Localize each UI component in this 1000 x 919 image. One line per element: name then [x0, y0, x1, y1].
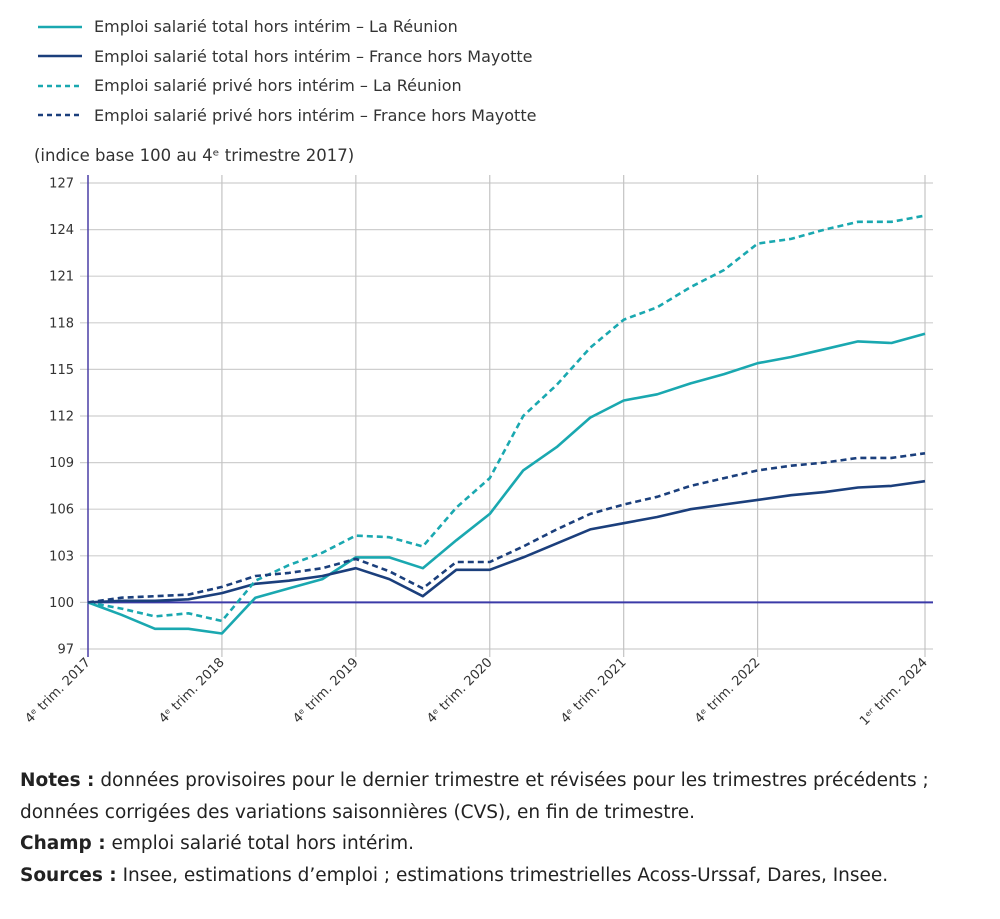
legend-label: Emploi salarié total hors intérim – La R…: [94, 17, 458, 37]
legend-line-solid-navy: [38, 55, 82, 58]
champ-text: emploi salarié total hors intérim.: [105, 833, 415, 854]
sources-paragraph: Sources : Insee, estimations d’emploi ; …: [20, 860, 990, 892]
notes-text: données provisoires pour le dernier trim…: [20, 770, 929, 823]
y-tick-label: 121: [49, 270, 74, 285]
y-tick-label: 127: [49, 177, 74, 192]
y-tick-label: 124: [49, 223, 74, 238]
legend-line-solid-teal: [38, 25, 82, 28]
series-line-1: [87, 479, 926, 604]
x-tick-label: 1ᵉʳ trim. 2024: [857, 655, 931, 729]
legend-item: Emploi salarié total hors intérim – La R…: [38, 12, 536, 42]
champ-label: Champ :: [20, 833, 106, 854]
y-tick-label: 112: [49, 410, 74, 425]
series-line-2: [87, 214, 926, 623]
series-line-3: [87, 452, 926, 604]
x-tick-label: 4ᵉ trim. 2020: [424, 655, 495, 726]
y-tick-label: 118: [49, 316, 74, 331]
legend-line-dashed-navy: [38, 114, 82, 117]
x-tick-label: 4ᵉ trim. 2019: [290, 655, 361, 726]
x-tick-label: 4ᵉ trim. 2018: [156, 655, 227, 726]
legend-label: Emploi salarié privé hors intérim – La R…: [94, 76, 462, 96]
y-tick-label: 106: [49, 503, 74, 518]
notes-label: Notes :: [20, 770, 95, 791]
notes-paragraph: Notes : données provisoires pour le dern…: [20, 765, 990, 828]
x-tick-label: 4ᵉ trim. 2022: [692, 655, 763, 726]
legend-label: Emploi salarié total hors intérim – Fran…: [94, 46, 533, 66]
legend-item: Emploi salarié total hors intérim – Fran…: [38, 42, 536, 72]
sources-label: Sources :: [20, 864, 117, 886]
y-tick-label: 115: [49, 363, 74, 378]
chart-notes: Notes : données provisoires pour le dern…: [20, 765, 990, 891]
sources-text: Insee, estimations d’emploi ; estimation…: [116, 864, 889, 886]
chart-legend: Emploi salarié total hors intérim – La R…: [38, 12, 536, 130]
x-tick-label: 4ᵉ trim. 2017: [22, 655, 93, 726]
y-tick-label: 109: [49, 456, 74, 471]
legend-item: Emploi salarié privé hors intérim – La R…: [38, 71, 536, 101]
x-tick-label: 4ᵉ trim. 2021: [558, 655, 629, 726]
champ-paragraph: Champ : emploi salarié total hors intéri…: [20, 828, 990, 860]
y-tick-label: 97: [57, 643, 74, 658]
series-line-0: [87, 332, 926, 635]
legend-item: Emploi salarié privé hors intérim – Fran…: [38, 101, 536, 131]
legend-label: Emploi salarié privé hors intérim – Fran…: [94, 105, 537, 125]
y-tick-label: 103: [49, 549, 74, 564]
legend-line-dashed-teal: [38, 84, 82, 87]
y-axis-title: (indice base 100 au 4ᵉ trimestre 2017): [34, 146, 355, 165]
y-tick-label: 100: [49, 596, 74, 611]
